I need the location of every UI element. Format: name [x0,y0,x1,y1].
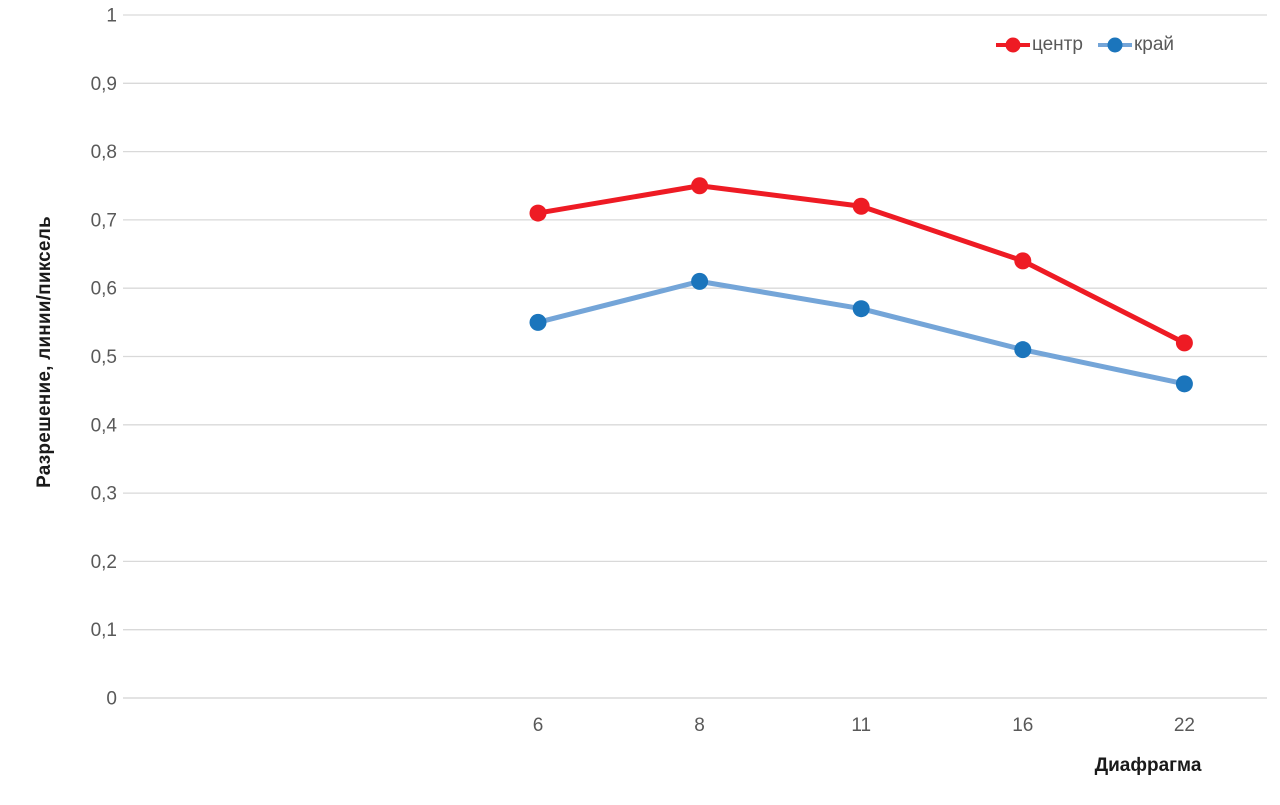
x-tick-label: 16 [1012,715,1033,736]
data-point-series-0 [1014,252,1032,270]
legend-marker-kraj-icon [1097,37,1132,53]
data-point-series-0 [1175,334,1193,352]
y-tick-label: 0,8 [91,142,117,163]
data-point-series-0 [529,204,547,222]
legend-label-centr: центр [1031,34,1083,55]
y-tick-label: 0,9 [91,74,117,95]
data-point-series-1 [1175,375,1193,393]
legend-label-kraj: край [1133,34,1174,55]
x-tick-label: 8 [694,715,705,736]
data-point-series-0 [852,197,870,215]
x-tick-label: 11 [851,715,871,736]
legend-item-kraj: край [1097,34,1174,56]
legend: центр край [995,34,1174,56]
y-tick-label: 0,3 [91,484,117,505]
y-axis-title: Разрешение, линии/пиксель [34,216,55,488]
legend-dot-centr-icon [1005,37,1021,53]
y-tick-label: 0,2 [91,552,117,573]
y-tick-label: 0,6 [91,279,117,300]
data-point-series-1 [852,300,870,318]
y-tick-label: 1 [106,6,117,27]
data-point-series-1 [529,313,547,331]
data-point-series-1 [1014,341,1032,359]
y-tick-label: 0,4 [91,415,118,436]
legend-dot-kraj-icon [1107,37,1123,53]
x-axis-title: Диафрагма [1094,755,1202,776]
y-tick-label: 0 [106,689,117,710]
y-tick-label: 0,1 [91,620,117,641]
legend-item-centr: центр [995,34,1083,56]
y-tick-label: 0,7 [91,210,117,231]
series-line-1 [535,278,1187,387]
x-tick-label: 22 [1174,715,1195,736]
y-tick-label: 0,5 [91,347,117,368]
legend-marker-centr-icon [995,37,1030,53]
data-point-series-0 [691,177,709,195]
x-tick-label: 6 [533,715,544,736]
data-point-series-1 [691,272,709,290]
